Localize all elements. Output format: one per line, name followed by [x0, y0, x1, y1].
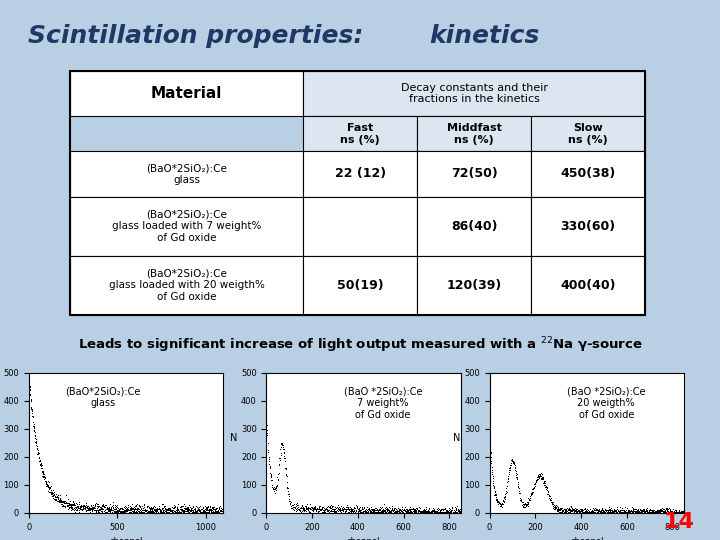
Text: 14: 14: [664, 512, 695, 532]
Text: Scintillation properties:: Scintillation properties:: [28, 24, 364, 48]
Bar: [70, 71, 303, 116]
Text: (BaO*2SiO₂):Ce
glass loaded with 20 weigth%
of Gd oxide: (BaO*2SiO₂):Ce glass loaded with 20 weig…: [109, 269, 264, 302]
Bar: [418, 197, 531, 256]
Text: 120(39): 120(39): [446, 279, 502, 292]
Text: (BaO*2SiO₂):Ce
glass: (BaO*2SiO₂):Ce glass: [65, 387, 140, 408]
Text: 400(40): 400(40): [560, 279, 616, 292]
Bar: [70, 71, 645, 315]
Text: 72(50): 72(50): [451, 167, 498, 180]
Bar: [70, 197, 303, 256]
Text: 450(38): 450(38): [560, 167, 616, 180]
X-axis label: channel: channel: [109, 537, 143, 540]
Text: (BaO*2SiO₂):Ce
glass loaded with 7 weight%
of Gd oxide: (BaO*2SiO₂):Ce glass loaded with 7 weigh…: [112, 210, 261, 243]
Bar: [303, 71, 645, 116]
Text: Leads to significant increase of light output measured with a $^{22}$Na γ-source: Leads to significant increase of light o…: [78, 335, 642, 355]
Bar: [418, 256, 531, 315]
Text: (BaO *2SiO₂):Ce
20 weigth%
of Gd oxide: (BaO *2SiO₂):Ce 20 weigth% of Gd oxide: [567, 387, 646, 420]
Bar: [70, 256, 303, 315]
Text: 86(40): 86(40): [451, 220, 498, 233]
Text: kinetics: kinetics: [429, 24, 539, 48]
Bar: [531, 197, 645, 256]
Bar: [303, 197, 418, 256]
Text: 50(19): 50(19): [337, 279, 384, 292]
Bar: [303, 256, 418, 315]
Text: (BaO *2SiO₂):Ce
7 weight%
of Gd oxide: (BaO *2SiO₂):Ce 7 weight% of Gd oxide: [343, 387, 423, 420]
Text: Fast
ns (%): Fast ns (%): [341, 123, 380, 145]
Text: 330(60): 330(60): [560, 220, 616, 233]
Y-axis label: N: N: [454, 433, 461, 443]
Bar: [418, 151, 531, 197]
Text: (BaO*2SiO₂):Ce
glass: (BaO*2SiO₂):Ce glass: [146, 163, 227, 185]
Text: Middfast
ns (%): Middfast ns (%): [446, 123, 502, 145]
Text: 22 (12): 22 (12): [335, 167, 386, 180]
Bar: [303, 116, 418, 151]
Bar: [531, 116, 645, 151]
Bar: [70, 151, 303, 197]
Bar: [418, 116, 531, 151]
X-axis label: channel: channel: [570, 537, 603, 540]
Text: Decay constants and their
fractions in the kinetics: Decay constants and their fractions in t…: [400, 83, 548, 104]
Bar: [531, 151, 645, 197]
Bar: [303, 151, 418, 197]
Text: Material: Material: [151, 86, 222, 101]
Bar: [531, 256, 645, 315]
Text: Slow
ns (%): Slow ns (%): [568, 123, 608, 145]
X-axis label: channel: channel: [347, 537, 380, 540]
Y-axis label: N: N: [230, 433, 238, 443]
